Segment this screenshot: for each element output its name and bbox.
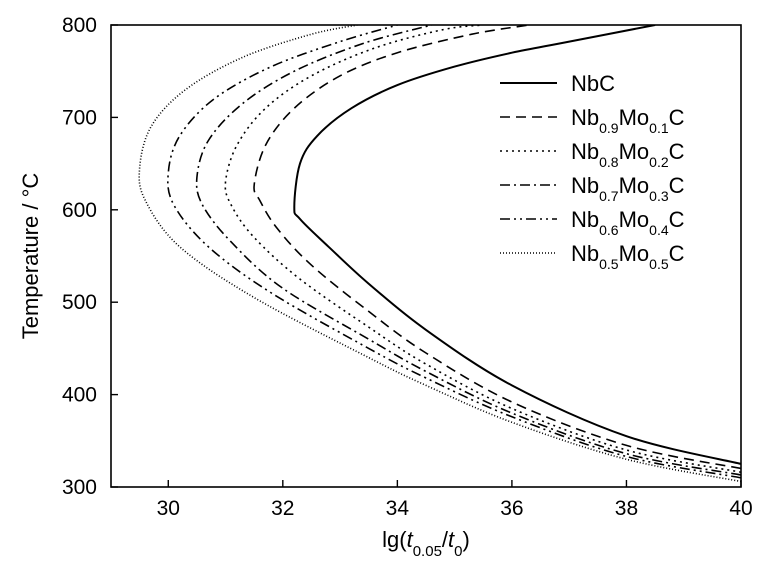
- y-tick-label: 300: [62, 476, 97, 499]
- x-axis-title-suffix: ): [463, 527, 470, 552]
- x-axis-title-t2: t: [448, 527, 455, 552]
- series-line-0: [293, 25, 741, 465]
- x-axis-title: lg(t0.05/t0): [382, 527, 470, 560]
- legend-label-subscript: 0.7: [599, 188, 619, 204]
- series-line-5: [138, 25, 741, 483]
- x-tick-label: 34: [386, 497, 410, 520]
- y-tick-label: 500: [62, 291, 97, 314]
- x-tick-label: 32: [271, 497, 294, 520]
- legend-label-subscript: 0.5: [599, 256, 619, 272]
- y-tick-label: 400: [62, 384, 97, 407]
- legend-label-part: Nb: [571, 173, 599, 198]
- x-axis-title-prefix: lg(: [382, 527, 407, 552]
- y-axis-title: Temperature / °C: [18, 173, 43, 340]
- legend-label-subscript: 0.2: [649, 154, 669, 170]
- legend-label-5: Nb0.5Mo0.5C: [571, 241, 685, 272]
- legend-label-part: Nb: [571, 139, 599, 164]
- legend-label-part: C: [669, 173, 685, 198]
- legend-label-3: Nb0.7Mo0.3C: [571, 173, 685, 204]
- x-axis-title-slash: /: [442, 527, 449, 552]
- x-tick-label: 36: [500, 497, 523, 520]
- y-tick-label: 700: [62, 106, 97, 129]
- legend-label-subscript: 0.6: [599, 222, 619, 238]
- legend-label-2: Nb0.8Mo0.2C: [571, 139, 685, 170]
- curves: [138, 25, 741, 483]
- series-line-4: [167, 25, 741, 479]
- x-axis-title-t1: t: [407, 527, 414, 552]
- legend-label-part: C: [669, 139, 685, 164]
- legend-label-subscript: 0.1: [649, 120, 669, 136]
- legend-label-subscript: 0.5: [649, 256, 669, 272]
- legend-label-part: Nb: [571, 241, 599, 266]
- series-line-2: [224, 25, 741, 473]
- y-tick-label: 800: [62, 14, 97, 37]
- legend-label-subscript: 0.8: [599, 154, 619, 170]
- x-tick-label: 30: [157, 497, 180, 520]
- series-line-3: [195, 25, 741, 476]
- x-tick-label: 38: [615, 497, 638, 520]
- legend-label-part: C: [669, 207, 685, 232]
- legend-label-subscript: 0.3: [649, 188, 669, 204]
- legend-label-part: NbC: [571, 71, 615, 96]
- legend-label-part: Mo: [619, 139, 650, 164]
- legend-label-part: C: [669, 105, 685, 130]
- x-tick-label: 40: [729, 497, 752, 520]
- legend-label-0: NbC: [571, 71, 615, 96]
- legend: NbCNb0.9Mo0.1CNb0.8Mo0.2CNb0.7Mo0.3CNb0.…: [500, 71, 685, 272]
- legend-label-1: Nb0.9Mo0.1C: [571, 105, 685, 136]
- plot-frame: [110, 24, 742, 488]
- legend-label-part: Mo: [619, 173, 650, 198]
- legend-label-4: Nb0.6Mo0.4C: [571, 207, 685, 238]
- legend-label-part: Nb: [571, 207, 599, 232]
- legend-label-part: Mo: [619, 207, 650, 232]
- legend-label-subscript: 0.4: [649, 222, 669, 238]
- legend-label-part: Mo: [619, 105, 650, 130]
- x-axis-title-s1: 0.05: [413, 543, 442, 560]
- legend-label-part: Mo: [619, 241, 650, 266]
- legend-label-part: Nb: [571, 105, 599, 130]
- series-line-1: [253, 25, 741, 470]
- x-axis-title-s2: 0: [454, 543, 462, 560]
- y-tick-label: 600: [62, 199, 97, 222]
- legend-label-part: C: [669, 241, 685, 266]
- legend-label-subscript: 0.9: [599, 120, 619, 136]
